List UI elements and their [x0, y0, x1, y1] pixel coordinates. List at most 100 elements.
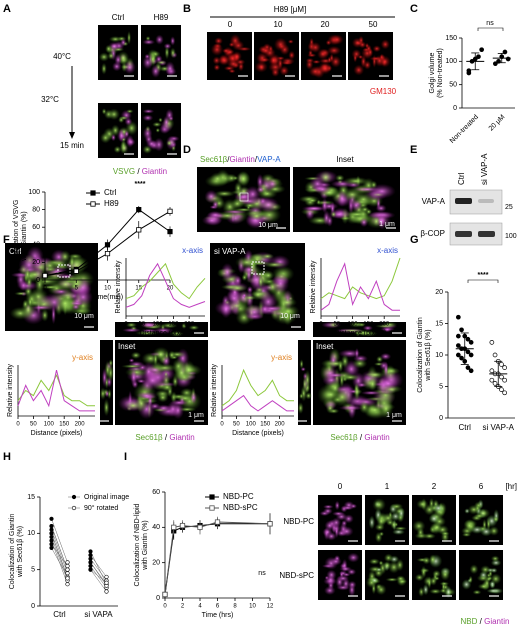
data-point [88, 556, 93, 561]
significance: ns [486, 20, 494, 27]
x-tick-label: 0 [43, 286, 47, 292]
profile-axis: y-axis [271, 353, 292, 362]
signal [382, 561, 392, 570]
signal [431, 503, 446, 514]
legend-label: Original image [84, 494, 129, 501]
signal [271, 56, 276, 64]
band [478, 199, 494, 203]
signal [488, 569, 493, 578]
lane: si VAP-A [480, 153, 489, 185]
lane: Ctrl [457, 172, 466, 185]
signal [328, 408, 340, 414]
y-tick-label: 20 [152, 560, 160, 567]
condition: H89 [154, 13, 169, 22]
y-axis-label: Relative intensity [211, 364, 218, 417]
panel-label: F [3, 234, 10, 246]
separator: / [480, 617, 483, 626]
band-label: VAP-A [422, 197, 446, 206]
signal [422, 556, 431, 565]
data-point [65, 582, 70, 587]
x-tick-label: 150 [168, 322, 179, 328]
x-tick-label: 10 [104, 286, 111, 292]
data-point [499, 362, 504, 367]
x-tick-label: 200 [275, 422, 286, 428]
data-point [49, 531, 54, 536]
stain: GM130 [370, 87, 397, 96]
signal [309, 41, 322, 54]
signal [263, 261, 287, 268]
data-point [456, 314, 461, 320]
signal [155, 34, 164, 45]
signal [222, 48, 231, 54]
signal [145, 139, 158, 149]
significance: **** [135, 181, 146, 188]
condition: si VAP-A [214, 247, 246, 256]
signal [213, 63, 221, 71]
data-point [502, 365, 507, 370]
panel-label: A [3, 3, 11, 15]
data-point [49, 516, 54, 521]
signal [214, 37, 224, 45]
y-tick-label: 100 [28, 189, 40, 196]
signal [24, 266, 31, 282]
dose: 50 [369, 20, 378, 29]
band [455, 198, 472, 204]
data-point [104, 580, 109, 585]
bracket [467, 279, 499, 283]
data-point [88, 560, 93, 565]
signal [429, 588, 442, 595]
legend-marker [90, 190, 96, 196]
signal [414, 573, 425, 582]
signal [344, 211, 370, 218]
signal [377, 377, 399, 391]
signal [141, 322, 158, 328]
signal [155, 404, 172, 412]
signal [152, 121, 162, 128]
stain: VAP-A [257, 155, 281, 164]
scale-bar-label: 10 μm [280, 313, 300, 320]
signal [428, 554, 437, 565]
signal [127, 30, 132, 45]
signal [418, 586, 425, 597]
signal [353, 64, 365, 76]
signal [375, 567, 383, 572]
roi [251, 261, 265, 275]
separator: / [165, 433, 168, 442]
data-point [88, 553, 93, 558]
data-point [104, 574, 109, 580]
scale-bar-label: 1 μm [386, 412, 402, 419]
signal [69, 254, 75, 271]
data-point [65, 560, 70, 565]
signal [334, 500, 340, 511]
panel-title: H89 [μM] [274, 5, 307, 14]
signal [352, 358, 368, 369]
data-point [499, 387, 504, 392]
signal [492, 516, 499, 523]
data-point [65, 567, 70, 572]
signal [372, 45, 382, 53]
pair-line [51, 533, 68, 579]
signal [349, 321, 364, 328]
signal [119, 141, 129, 155]
signal [489, 580, 496, 588]
signal [392, 528, 405, 535]
signal [234, 181, 243, 196]
y-tick-label: 15 [27, 494, 35, 501]
panel-label: B [183, 3, 191, 15]
series-line [320, 257, 401, 300]
pair-line [51, 525, 68, 570]
signal [308, 49, 313, 57]
signal [360, 390, 382, 396]
series-line [125, 262, 206, 300]
signal [155, 54, 163, 64]
panel-label: E [410, 144, 417, 156]
signal [16, 270, 26, 289]
data-point [489, 340, 495, 345]
signal [150, 64, 161, 78]
mw-marker: 25 [505, 204, 513, 211]
signal [368, 515, 376, 530]
signal [126, 109, 134, 114]
roi [239, 192, 249, 202]
signal [353, 382, 361, 402]
signal [324, 585, 336, 596]
